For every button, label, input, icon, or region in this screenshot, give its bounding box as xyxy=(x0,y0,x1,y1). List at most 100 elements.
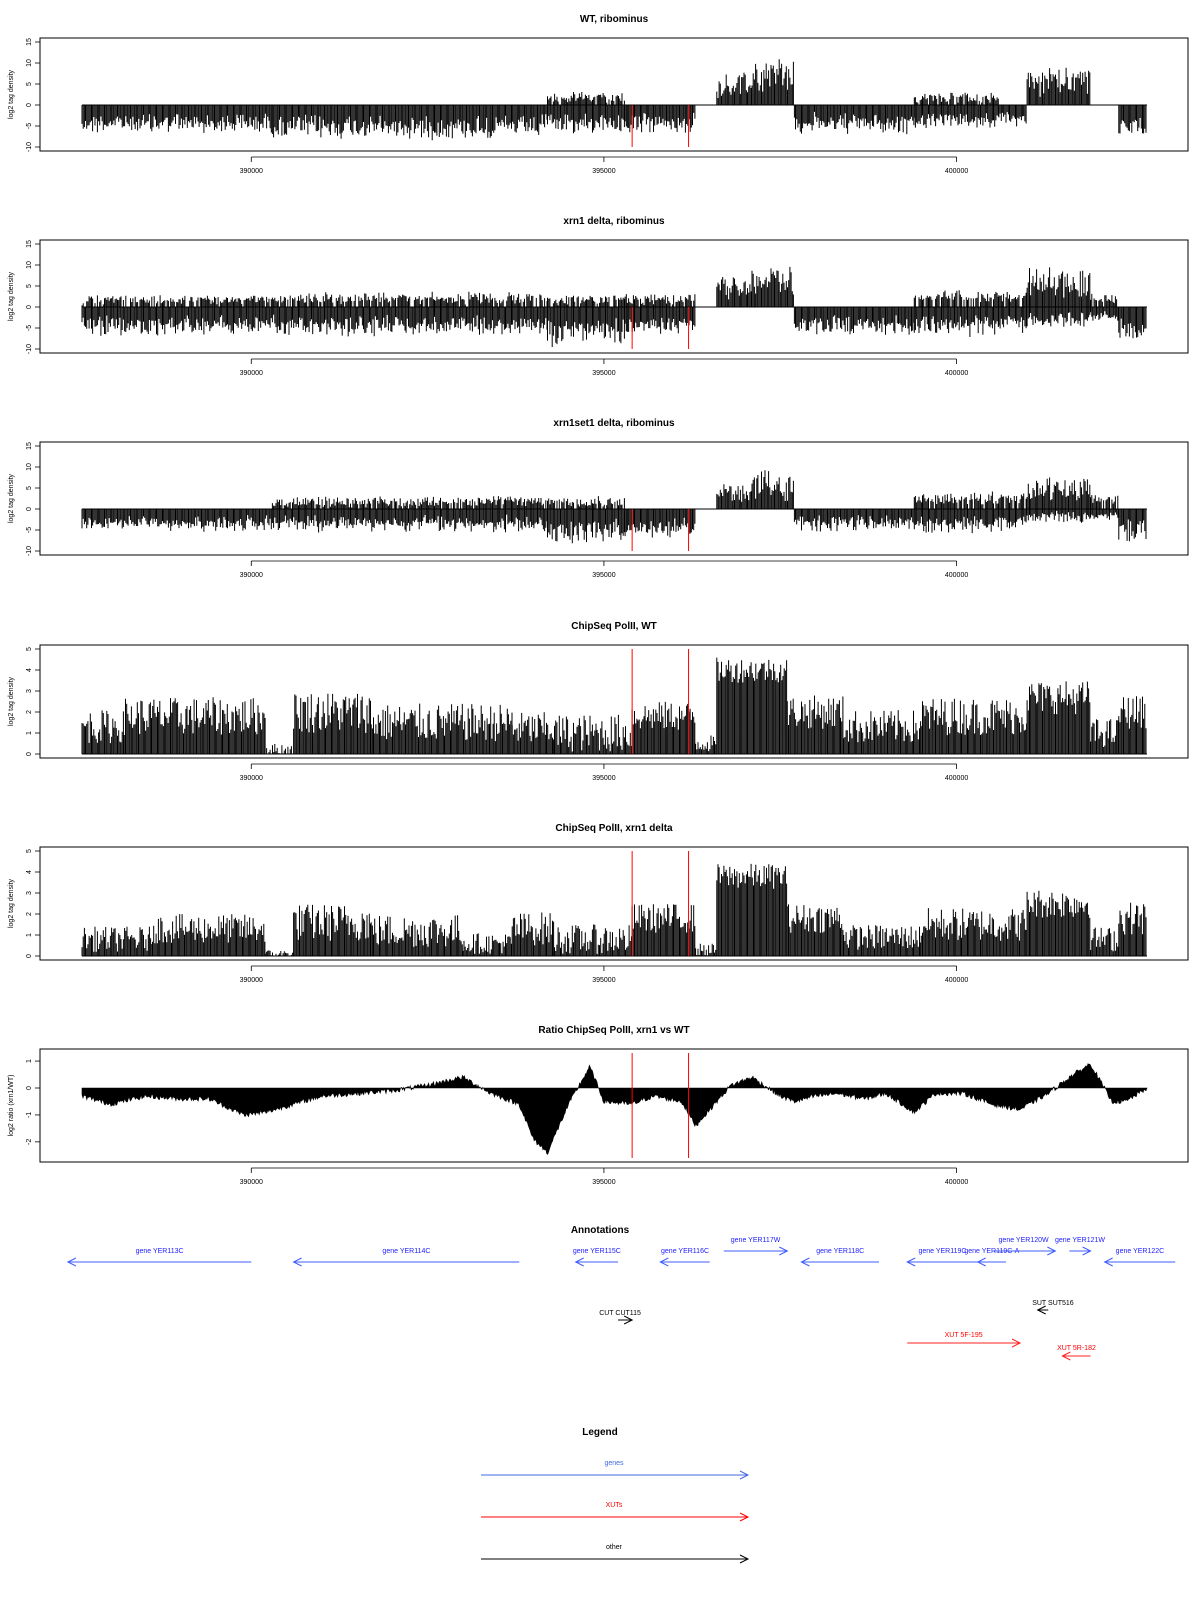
data-series xyxy=(81,266,1147,347)
y-tick-label: 2 xyxy=(26,710,33,714)
y-tick-label: 15 xyxy=(26,240,33,248)
x-tick-label: 390000 xyxy=(240,168,263,175)
gene-arrow xyxy=(292,1257,520,1267)
xut-label: XUT 5R-182 xyxy=(1057,1345,1096,1352)
y-tick-label: 5 xyxy=(26,82,33,86)
y-axis-label: log2 tag density xyxy=(8,271,15,321)
gene-label: gene YER120W xyxy=(999,1237,1049,1244)
gene-arrow xyxy=(906,1257,978,1267)
legend-items: genes XUTs other xyxy=(481,1460,750,1564)
gene-label: gene YER114C xyxy=(382,1248,430,1255)
y-tick-label: 5 xyxy=(26,849,33,853)
legend-item: other xyxy=(481,1544,750,1564)
gene-label: gene YER115C xyxy=(573,1248,621,1255)
gene-arrow xyxy=(1069,1246,1092,1256)
panel-title: xrn1set1 delta, ribominus xyxy=(553,418,675,429)
other-arrow xyxy=(618,1315,634,1325)
y-tick-label: 5 xyxy=(26,486,33,490)
y-tick-label: 1 xyxy=(26,731,33,735)
data-series xyxy=(81,863,1147,957)
xut-label: XUT 5F-195 xyxy=(945,1332,983,1339)
density-bars xyxy=(81,59,1147,141)
data-series xyxy=(81,1063,1148,1155)
x-tick-label: 395000 xyxy=(592,168,615,175)
gene-label: gene YER119C xyxy=(918,1248,966,1255)
y-tick-label: 0 xyxy=(26,1086,33,1090)
legend-arrow xyxy=(481,1470,750,1480)
data-series xyxy=(81,657,1147,755)
panel-2: xrn1 delta, ribominus -10 -5 0 5 10 15 log2 tag… xyxy=(8,216,1189,377)
panel-4: ChipSeq PolII, WT 0 1 2 3 4 5 log2 tag density 3… xyxy=(8,621,1189,782)
x-tick-label: 395000 xyxy=(592,572,615,579)
gene-label: gene YER121W xyxy=(1055,1237,1105,1244)
y-tick-label: 3 xyxy=(26,689,33,693)
y-tick-label: -10 xyxy=(26,546,33,556)
x-tick-label: 400000 xyxy=(945,775,968,782)
x-tick-label: 400000 xyxy=(945,1179,968,1186)
panel-3: xrn1set1 delta, ribominus -10 -5 0 5 10 15 log2… xyxy=(8,418,1189,579)
legend: Legend genes XUTs other xyxy=(481,1427,750,1564)
x-tick-label: 400000 xyxy=(945,370,968,377)
x-tick-label: 395000 xyxy=(592,370,615,377)
x-tick-label: 395000 xyxy=(592,1179,615,1186)
panel-5: ChipSeq PolII, xrn1 delta 0 1 2 3 4 5 log2 tag … xyxy=(8,823,1189,984)
y-tick-label: 10 xyxy=(26,261,33,269)
y-tick-label: 4 xyxy=(26,668,33,672)
x-tick-label: 395000 xyxy=(592,775,615,782)
gene-arrow xyxy=(976,1257,1006,1267)
x-tick-label: 400000 xyxy=(945,168,968,175)
annotations-title: Annotations xyxy=(571,1225,630,1236)
x-tick-label: 390000 xyxy=(240,1179,263,1186)
ratio-area xyxy=(81,1063,1148,1155)
other-label: CUT CUT115 xyxy=(599,1310,641,1317)
legend-label: XUTs xyxy=(606,1502,623,1509)
y-tick-label: -5 xyxy=(26,527,33,533)
x-tick-label: 390000 xyxy=(240,572,263,579)
gene-label: gene YER122C xyxy=(1116,1248,1165,1255)
legend-label: genes xyxy=(604,1460,624,1467)
data-series xyxy=(81,59,1147,141)
other-label: SUT SUT516 xyxy=(1032,1300,1074,1307)
legend-item: XUTs xyxy=(481,1502,750,1522)
panel-6: Ratio ChipSeq PolII, xrn1 vs WT -2 -1 0 1 log… xyxy=(8,1025,1189,1186)
y-tick-label: 0 xyxy=(26,507,33,511)
panel-title: xrn1 delta, ribominus xyxy=(563,216,665,227)
x-tick-label: 390000 xyxy=(240,977,263,984)
legend-item: genes xyxy=(481,1460,750,1480)
y-tick-label: 5 xyxy=(26,647,33,651)
density-bars xyxy=(81,863,1147,956)
density-bars xyxy=(81,657,1147,754)
gene-label: gene YER116C xyxy=(661,1248,709,1255)
annotations-section: Annotations gene YER113C gene YER114C gene… xyxy=(66,1225,1176,1361)
y-tick-label: 15 xyxy=(26,442,33,450)
xut-arrow xyxy=(907,1338,1022,1348)
gene-arrow xyxy=(574,1257,619,1267)
y-tick-label: 0 xyxy=(26,954,33,958)
y-axis-label: log2 tag density xyxy=(8,878,15,928)
xut-arrow xyxy=(1061,1351,1091,1361)
y-tick-label: 3 xyxy=(26,891,33,895)
y-tick-label: -5 xyxy=(26,123,33,129)
y-tick-label: -2 xyxy=(26,1139,33,1145)
y-tick-label: -5 xyxy=(26,325,33,331)
annotation-features: gene YER113C gene YER114C gene YER115C gene… xyxy=(66,1237,1176,1361)
data-series xyxy=(81,470,1147,544)
y-axis-label: log2 ratio (xrn1/WT) xyxy=(8,1075,15,1137)
plot-frame xyxy=(39,37,1189,152)
x-tick-label: 400000 xyxy=(945,572,968,579)
x-tick-label: 390000 xyxy=(240,370,263,377)
y-tick-label: 4 xyxy=(26,870,33,874)
density-bars xyxy=(81,470,1147,544)
panel-title: Ratio ChipSeq PolII, xrn1 vs WT xyxy=(538,1025,689,1036)
gene-arrow xyxy=(1103,1257,1176,1267)
panel-title: WT, ribominus xyxy=(580,14,649,25)
legend-label: other xyxy=(606,1544,623,1551)
gene-label: gene YER113C xyxy=(136,1248,184,1255)
legend-title: Legend xyxy=(582,1427,618,1438)
legend-arrow xyxy=(481,1512,750,1522)
plot-frame xyxy=(39,441,1189,556)
x-tick-label: 395000 xyxy=(592,977,615,984)
y-tick-label: 5 xyxy=(26,284,33,288)
